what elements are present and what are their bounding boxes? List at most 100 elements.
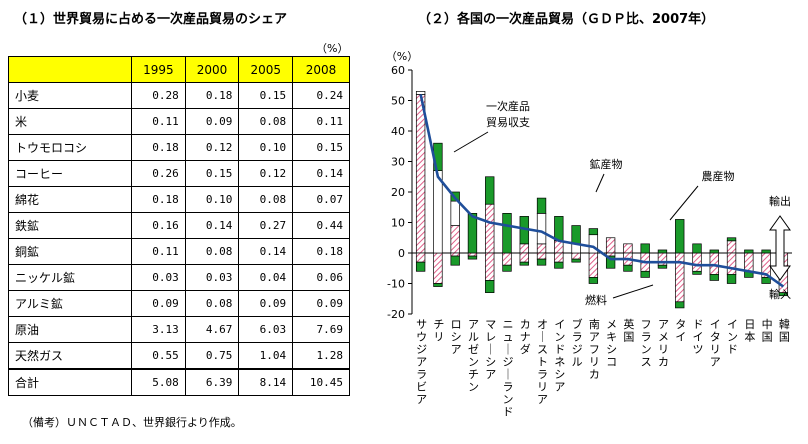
x-tick-label-char: オ [537,318,548,331]
row-label: 小麦 [8,82,132,109]
x-tick-label-char: イ [727,318,738,331]
x-tick-label-char: イ [675,331,686,344]
x-tick-label-char: ツ [693,343,704,356]
bar-pink-hatch-import [467,252,478,257]
bar-green-import [657,264,668,269]
x-tick-label-char: ル [572,356,583,369]
cell-value: 0.03 [131,264,186,291]
annotation-mineral: 鉱産物 [590,157,623,171]
annotation-agri-leader [669,185,699,221]
x-tick-label-char: マ [485,318,496,331]
bar-green-export [588,228,599,236]
x-tick-label-char: ナ [520,331,531,344]
bar-green-export [502,213,512,254]
y-tick-label: 50 [391,95,405,108]
bar-pink-hatch-import [692,252,702,272]
x-tick-label-char: シ [606,343,617,356]
bar-green-import [415,261,426,272]
table-row: ニッケル鉱 0.03 0.03 0.04 0.06 [8,264,350,291]
annotation-line-label-2: 貿易収支 [486,116,530,129]
x-tick-label-char: チ [433,318,444,331]
y-tick-label: 0 [398,247,405,260]
bar-pink-hatch-import [433,252,443,284]
cell-value: 5.08 [131,368,186,396]
x-tick-label-char: タ [710,331,721,344]
table-row: 合計 5.08 6.39 8.14 10.45 [8,368,350,396]
bar-green-import [726,274,737,284]
annotation-agri: 農産物 [702,169,735,183]
x-tick-label-char: ジ [503,356,514,369]
x-tick-label-char: コ [606,356,617,369]
bar-pink-hatch-import [744,252,754,272]
cell-value: 0.15 [184,160,240,187]
cell-value: 0.11 [131,238,186,265]
bar-green-import [467,255,478,260]
x-tick-label-char: ｜ [503,343,514,356]
cell-value: 0.12 [184,134,240,161]
cell-value: 0.18 [131,134,186,161]
bar-green-import [778,292,789,297]
share-table: 1995 2000 2005 2008 小麦 0.28 0.18 0.15 0.24 米 0.11… [8,56,350,396]
x-tick-label-char: ン [641,343,652,356]
bar-pink-hatch-import [675,252,685,303]
bar-pink-hatch-import [536,252,547,260]
cell-value: 0.12 [238,160,294,187]
bar-green-export [467,213,478,254]
x-tick-label-char: メ [658,331,669,344]
table-unit: （%） [316,42,349,55]
double-arrow-icon [769,215,791,281]
x-tick-label-char: ア [658,318,669,331]
bar-green-import [571,258,581,263]
x-tick-label-char: チ [468,368,479,381]
table-row: 天然ガス 0.55 0.75 1.04 1.28 [8,342,350,370]
x-tick-label-char: 韓 [779,318,790,331]
x-tick-label-char: ニ [503,318,514,331]
x-tick-label-char: タ [675,318,686,331]
row-label: コーヒー [8,160,132,187]
x-tick-label-char: レ [485,331,496,344]
x-tick-label-char: ン [554,331,565,344]
bar-green-import [692,270,702,275]
x-tick-label-char: ア [589,331,600,344]
x-tick-label-char: イ [693,331,704,344]
x-tick-label-char: ダ [520,342,531,356]
x-tick-label-char: リ [537,381,548,394]
table-header-row: 1995 2000 2005 2008 [8,56,350,83]
cell-value: 0.06 [292,264,350,291]
x-tick-label-char: 南 [589,318,600,331]
cell-value: 0.14 [238,238,294,265]
cell-value: 1.04 [238,342,294,370]
balance-line [419,94,785,288]
x-tick-label-char: フ [589,343,600,356]
y-tick-label: 60 [391,64,405,77]
row-label: トウモロコシ [8,134,132,161]
x-tick-label-char: ｜ [503,368,514,381]
x-tick-label-char: サ [416,318,427,331]
bar-green-export [744,249,754,254]
bar-green-export [640,243,650,254]
row-label: 綿花 [8,186,132,213]
cell-value: 0.44 [292,212,350,239]
cell-value: 0.09 [184,108,240,135]
x-tick-label-char: リ [589,356,600,369]
x-tick-label-char: ド [727,343,738,356]
row-label: アルミ鉱 [8,290,132,317]
annotation-mineral-leader [595,173,605,193]
chart-svg: （%）-20-100102030405060サウジアラビアチリロシアアルゼンチン… [386,50,792,419]
annotation-line-label-1: 一次産品 [486,99,530,113]
y-unit-label: （%） [386,50,418,63]
bar-pink-hatch-export [519,243,529,254]
cell-value: 0.18 [131,186,186,213]
cell-value: 0.08 [184,238,240,265]
table-body: 小麦 0.28 0.18 0.15 0.24 米 0.11 0.09 0.08 0.11 トウモロコ… [8,82,350,396]
row-label: 合計 [8,368,132,396]
bar-green-import [640,270,650,278]
cell-value: 0.08 [184,290,240,317]
x-tick-label-char: シ [554,368,565,381]
cell-value: 6.39 [184,368,240,396]
cell-value: 0.08 [238,108,294,135]
y-tick-label: 20 [391,186,405,199]
cell-value: 0.27 [238,212,294,239]
x-tick-label-char: ル [468,331,479,344]
bar-pink-hatch-export [536,243,547,254]
